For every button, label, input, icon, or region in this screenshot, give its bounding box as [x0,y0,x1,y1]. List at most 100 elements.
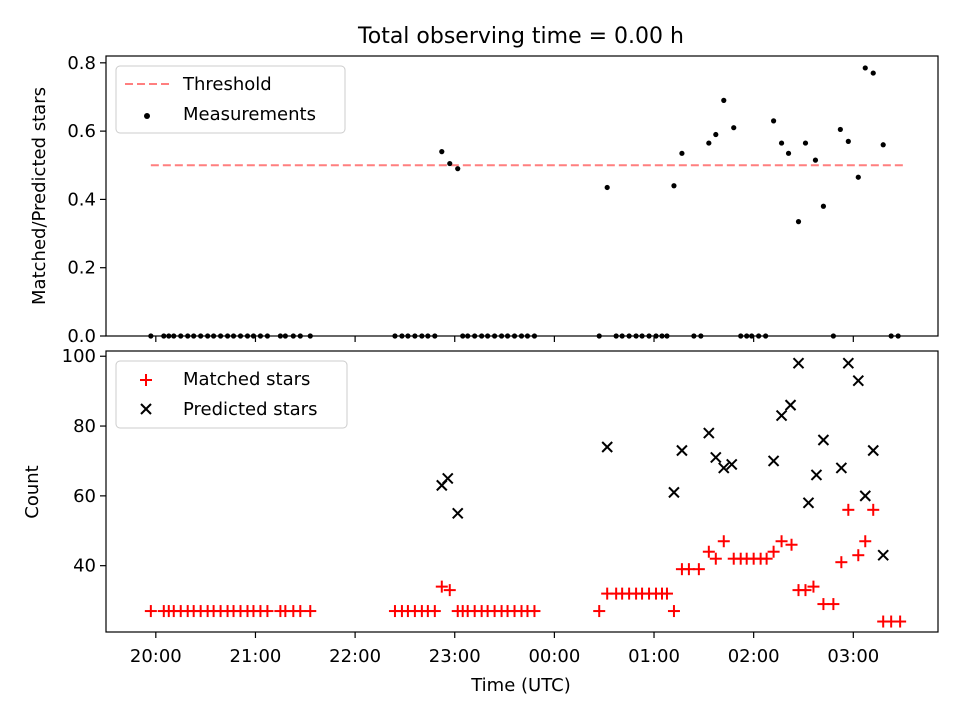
matched-star-point [692,563,705,576]
measurement-point [855,174,861,180]
predicted-star-point [802,497,815,509]
measurement-point [795,219,802,225]
matched-legend-marker [140,374,152,386]
predicted-star-point [817,434,830,446]
matched-star-point [660,587,673,600]
top-y-tick-label: 0.4 [67,189,96,210]
top-y-axis-label: Matched/Predicted stars [29,87,50,305]
predicted-star-point [703,427,715,439]
matched-star-point [867,503,880,516]
bottom-y-tick-label: 80 [73,416,96,437]
matched-star-point [667,605,680,618]
matched-star-point [894,615,907,628]
matched-star-point [261,605,274,618]
matched-star-point [760,552,773,565]
measurement-point [778,140,785,146]
measurement-point [862,65,868,71]
predicted-star-point [710,451,722,464]
x-tick-label: 21:00 [230,646,282,667]
matched-star-point [859,535,872,548]
predicted-star-point [877,549,889,561]
predicted-star-point [852,374,864,387]
top-axes-frame [105,55,939,337]
measurement-point [870,70,876,76]
bottom-legend: Matched stars Predicted stars [115,360,348,429]
matched-star-point [799,584,812,597]
measurement-point [679,150,685,156]
top-y-tick-label: 0.8 [67,53,96,74]
bottom-y-axis-label: Count [22,465,43,518]
measurements-legend-label: Measurements [183,104,316,125]
x-tick-label: 00:00 [528,646,580,667]
top-y-tick-label: 0.6 [67,121,96,142]
predicted-star-point [452,507,464,520]
chart-title: Total observing time = 0.00 h [357,24,684,49]
x-tick-label: 23:00 [429,646,481,667]
predicted-legend-label: Predicted stars [183,399,317,420]
matched-star-point [304,605,317,618]
measurements-legend-marker [144,113,150,119]
predicted-star-point [767,455,780,467]
matched-star-point [435,580,448,593]
measurement-point [837,126,843,133]
matched-star-point [775,535,788,548]
measurement-point [820,203,827,209]
measurement-point [671,183,677,189]
x-tick-label: 20:00 [130,646,182,667]
matched-star-point [852,549,865,562]
predicted-star-point [810,469,823,481]
x-tick-label: 02:00 [728,646,780,667]
matched-star-point [709,552,722,565]
threshold-legend-label: Threshold [182,74,272,95]
x-tick-label: 03:00 [827,646,879,667]
measurement-point [770,118,777,124]
predicted-star-point [668,486,680,499]
matched-star-point [717,535,730,548]
predicted-star-point [601,441,613,453]
measurement-point [731,125,737,131]
predicted-star-point [835,462,848,474]
matched-legend-label: Matched stars [183,369,310,390]
measurement-point [447,160,453,167]
matched-star-point [144,605,157,618]
predicted-star-point [442,472,454,485]
measurement-point [706,140,712,146]
x-tick-label: 22:00 [329,646,381,667]
top-panel: 0.00.20.40.60.8 Matched/Predicted stars … [29,53,939,347]
matched-star-point [593,605,606,618]
measurement-point [721,97,727,103]
matched-star-point [835,556,848,569]
predicted-star-point [718,462,730,474]
x-axis-label: Time (UTC) [470,675,571,696]
bottom-legend-box [115,360,348,429]
matched-star-point [785,538,798,551]
matched-star-point [807,580,820,593]
predicted-star-point [676,444,688,457]
matched-star-point [827,598,840,611]
bottom-y-tick-label: 100 [62,346,96,367]
measurement-point [845,138,851,144]
matched-star-point [443,584,456,597]
predicted-star-point [775,409,788,422]
measurement-point [455,166,461,172]
top-legend-box [115,65,346,134]
bottom-axes-frame [105,350,939,633]
top-y-tick-label: 0.0 [67,326,96,347]
bottom-panel: 40 60 80 100 20:00 21:00 22:00 23:00 00:00 01:00… [22,346,939,696]
measurement-point [713,131,719,138]
top-legend: Threshold Measurements [115,65,346,134]
matched-star-point [528,605,541,618]
measurement-point [802,140,809,146]
measurement-point [785,150,792,156]
predicted-star-point [792,357,805,369]
predicted-star-point [867,444,879,457]
predicted-star-point [859,490,871,502]
matched-star-point [702,545,715,558]
x-tick-label: 01:00 [628,646,680,667]
predicted-legend-marker [140,403,152,415]
predicted-star-point [726,458,738,471]
top-y-tick-label: 0.2 [67,258,96,279]
measurement-point [880,142,886,148]
measurement-point [604,184,610,191]
